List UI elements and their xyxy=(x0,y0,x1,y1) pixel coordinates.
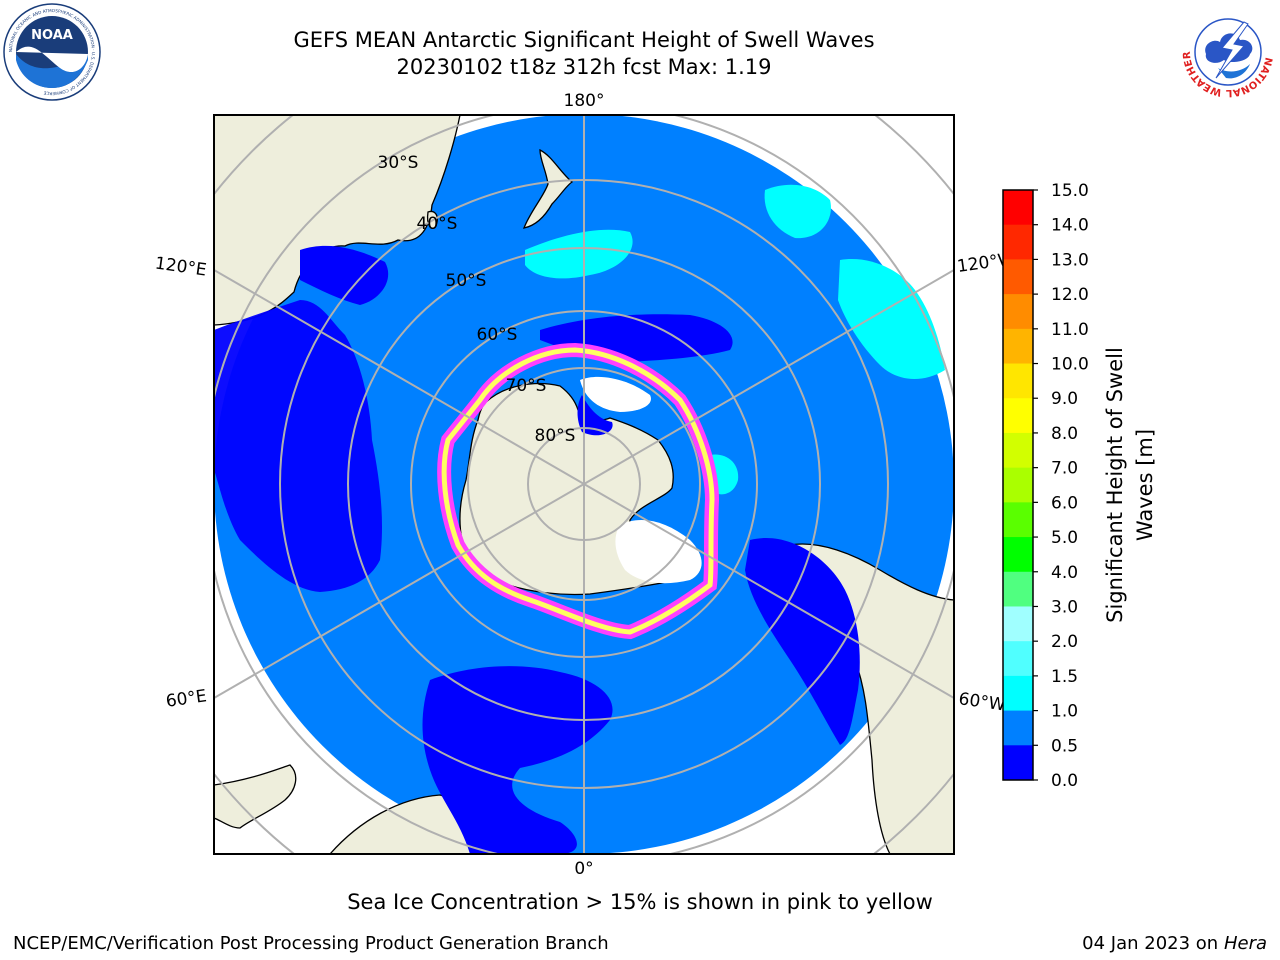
colorbar-tick-label: 11.0 xyxy=(1051,320,1089,340)
colorbar-tick-label: 10.0 xyxy=(1051,355,1089,375)
national-weather-service-logo-icon: NATIONAL WEATHER SERVICE xyxy=(1178,2,1276,100)
colorbar-segment xyxy=(1003,606,1033,642)
footer-date: 04 Jan 2023 on Hera xyxy=(1082,933,1267,954)
svg-text:NOAA: NOAA xyxy=(31,28,73,43)
colorbar-segment xyxy=(1003,467,1033,503)
colorbar-segment xyxy=(1003,745,1033,781)
colorbar-segment xyxy=(1003,710,1033,746)
colorbar-segment xyxy=(1003,294,1033,330)
colorbar-tick-label: 6.0 xyxy=(1051,493,1078,513)
colorbar-title: Significant Height of Swell Waves [m] xyxy=(1103,347,1157,623)
sea-ice-note: Sea Ice Concentration > 15% is shown in … xyxy=(347,890,933,914)
colorbar-tick-label: 8.0 xyxy=(1051,424,1078,444)
colorbar-tick-label: 4.0 xyxy=(1051,563,1078,583)
colorbar-tick-label: 9.0 xyxy=(1051,389,1078,409)
colorbar-tick-label: 0.5 xyxy=(1051,736,1078,756)
colorbar-tick-label: 1.5 xyxy=(1051,667,1078,687)
latitude-label-70s: 70°S xyxy=(506,376,547,396)
colorbar-tick-label: 1.0 xyxy=(1051,702,1078,722)
colorbar-tick-label: 15.0 xyxy=(1051,181,1089,201)
colorbar-segment xyxy=(1003,259,1033,295)
low-swell-regions xyxy=(214,245,860,854)
meridian-label-120e: 120°E xyxy=(154,254,208,281)
meridian-label-60w: 60°W xyxy=(957,689,1006,715)
chart-title: GEFS MEAN Antarctic Significant Height o… xyxy=(293,28,875,52)
colorbar-tick-label: 5.0 xyxy=(1051,528,1078,548)
colorbar-segment xyxy=(1003,398,1033,434)
colorbar-segment xyxy=(1003,224,1033,260)
meridian-label-60e: 60°E xyxy=(165,686,208,711)
latitude-label-50s: 50°S xyxy=(446,271,487,291)
colorbar-segment xyxy=(1003,571,1033,607)
footer-machine: Hera xyxy=(1223,933,1267,954)
latitude-label-30s: 30°S xyxy=(378,153,419,173)
colorbar-segment xyxy=(1003,675,1033,712)
latitude-label-40s: 40°S xyxy=(417,214,458,234)
latitude-label-60s: 60°S xyxy=(477,325,518,345)
colorbar-segment xyxy=(1003,328,1033,365)
cyan-swell-patches xyxy=(525,184,945,495)
footer-branch: NCEP/EMC/Verification Post Processing Pr… xyxy=(13,933,609,954)
colorbar-segment xyxy=(1003,190,1033,226)
sea-ice-ring xyxy=(437,342,720,640)
colorbar-tick-label: 2.0 xyxy=(1051,632,1078,652)
meridian-label-180: 180° xyxy=(564,91,605,111)
colorbar-tick-label: 7.0 xyxy=(1051,459,1078,479)
map-frame xyxy=(213,114,955,855)
colorbar-segment xyxy=(1003,432,1033,469)
meridian-label-0: 0° xyxy=(574,859,593,879)
colorbar-segment xyxy=(1003,641,1033,677)
noaa-logo-icon: NOAA NATIONAL OCEANIC AND ATMOSPHERIC AD… xyxy=(3,3,101,101)
graticule xyxy=(214,115,954,854)
chart-subtitle: 20230102 t18z 312h fcst Max: 1.19 xyxy=(396,55,772,79)
colorbar-frame xyxy=(1002,189,1034,781)
colorbar-tick-label: 14.0 xyxy=(1051,216,1089,236)
colorbar-tick-label: 0.0 xyxy=(1051,771,1078,791)
colorbar-tick-label: 3.0 xyxy=(1051,597,1078,617)
colorbar: 15.0 14.0 13.0 12.0 11.0 10.0 9.0 8.0 7.0 6.0 5.0 4… xyxy=(1002,181,1089,791)
colorbar-tick-label: 12.0 xyxy=(1051,285,1089,305)
latitude-label-80s: 80°S xyxy=(535,426,576,446)
colorbar-tick-label: 13.0 xyxy=(1051,250,1089,270)
colorbar-segment xyxy=(1003,537,1033,573)
colorbar-segment xyxy=(1003,502,1033,538)
colorbar-segment xyxy=(1003,363,1033,399)
